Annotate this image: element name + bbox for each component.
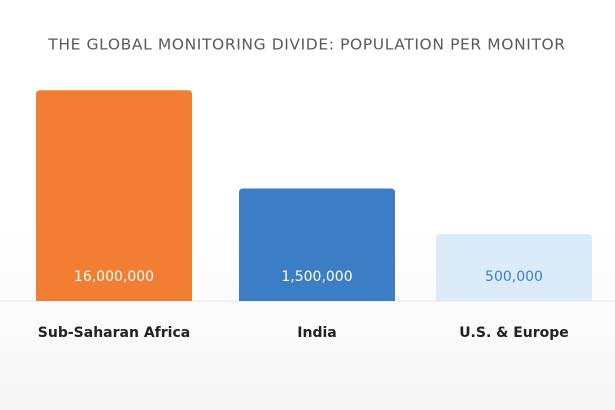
value-label: 500,000 bbox=[485, 269, 543, 285]
value-label: 16,000,000 bbox=[74, 269, 154, 285]
bar bbox=[36, 90, 192, 301]
x-tick-label: U.S. & Europe bbox=[459, 325, 569, 341]
chart-title: THE GLOBAL MONITORING DIVIDE: POPULATION… bbox=[47, 36, 565, 54]
x-tick-label: Sub-Saharan Africa bbox=[38, 325, 190, 341]
value-label: 1,500,000 bbox=[281, 269, 352, 285]
bar bbox=[436, 234, 592, 301]
bar bbox=[239, 188, 395, 301]
x-tick-label: India bbox=[297, 325, 336, 341]
